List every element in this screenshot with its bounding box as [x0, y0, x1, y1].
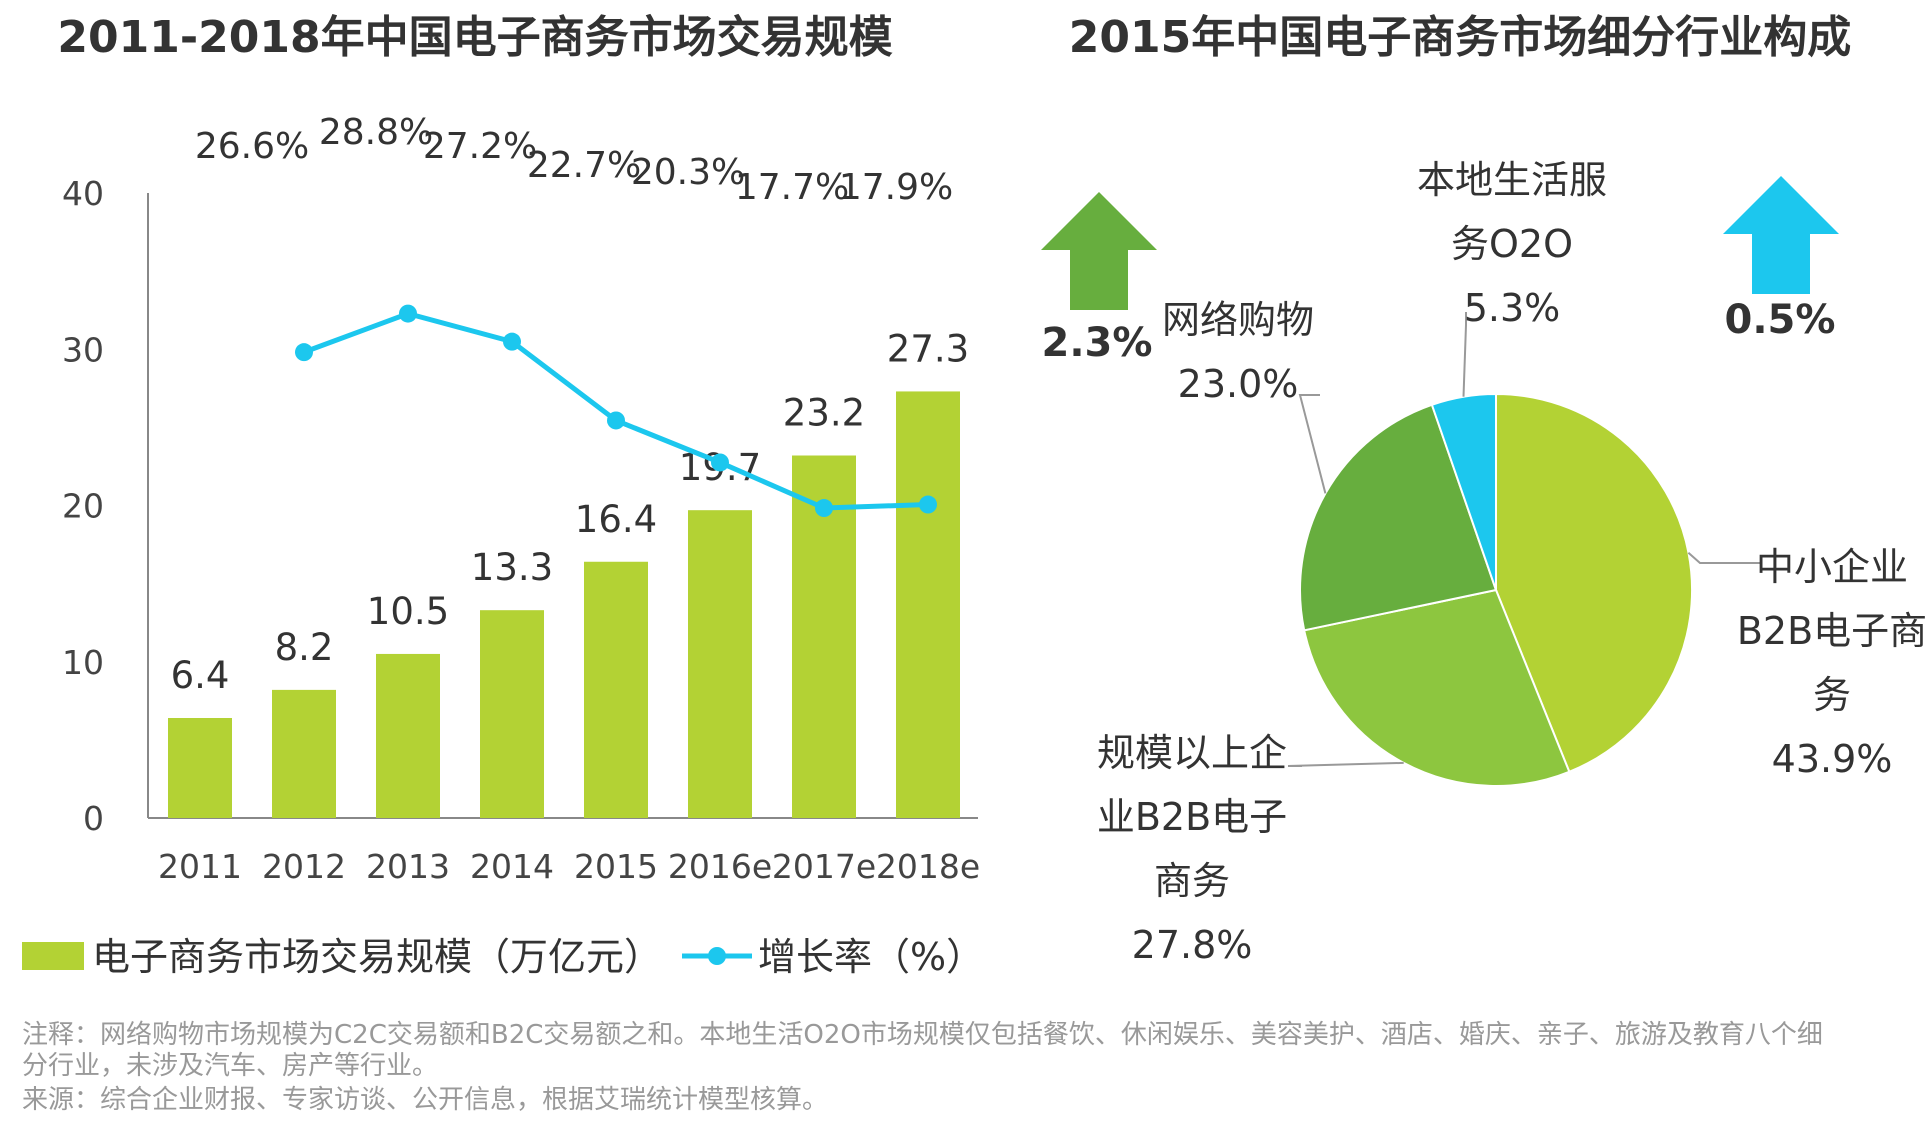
growth-rate-label: 20.3% — [631, 152, 745, 193]
growth-rate-label: 26.6% — [195, 126, 309, 167]
x-tick-label: 2015 — [574, 847, 658, 886]
bar — [584, 561, 648, 818]
pie-leader-line — [1298, 394, 1327, 494]
bar — [376, 653, 440, 818]
x-tick-label: 2016e — [668, 847, 772, 886]
bar-value-label: 10.5 — [367, 590, 449, 633]
growth-rate-label: 27.2% — [423, 126, 537, 167]
bar — [688, 510, 752, 818]
growth-point — [503, 332, 521, 351]
growth-point — [399, 304, 417, 323]
pie-slice-label: 规模以上企 — [1097, 731, 1287, 775]
pie-slice-label: 本地生活服 — [1417, 158, 1607, 202]
footnotes: 注释：网络购物市场规模为C2C交易额和B2C交易额之和。本地生活O2O市场规模仅… — [22, 1020, 1823, 1115]
pie-slice — [1299, 403, 1498, 632]
growth-rate-label: 17.7% — [735, 167, 849, 208]
bar-value-label: 6.4 — [171, 654, 230, 697]
up-arrow-icon — [1041, 192, 1157, 310]
x-tick-label: 2013 — [366, 847, 450, 886]
right-chart-title: 2015年中国电子商务市场细分行业构成 — [1069, 12, 1851, 63]
growth-point — [711, 453, 729, 472]
pie-slice-label: 5.3% — [1464, 286, 1561, 330]
bar-value-label: 23.2 — [783, 392, 865, 435]
growth-point — [815, 499, 833, 518]
pie-slice-label: 务O2O — [1451, 222, 1573, 266]
y-tick-label: 30 — [62, 330, 104, 369]
growth-rate-label: 17.9% — [839, 167, 953, 208]
bar-value-label: 13.3 — [471, 546, 553, 589]
pie-slice-label: 43.9% — [1772, 737, 1893, 781]
y-tick-label: 0 — [83, 799, 104, 838]
x-tick-label: 2018e — [876, 847, 980, 886]
pie-slice-label: 中小企业 — [1756, 545, 1908, 589]
pie-leader-line — [1287, 761, 1404, 767]
up-arrow-icon — [1723, 176, 1839, 294]
x-tick-label: 2012 — [262, 847, 346, 886]
pie-slice-label: 业B2B电子 — [1097, 795, 1287, 839]
bar-value-label: 8.2 — [275, 626, 334, 669]
note-line-2: 分行业，未涉及汽车、房产等行业。 — [22, 1051, 438, 1081]
source-note: 来源：综合企业财报、专家访谈、公开信息，根据艾瑞统计模型核算。 — [22, 1085, 828, 1115]
note-line-1: 注释：网络购物市场规模为C2C交易额和B2C交易额之和。本地生活O2O市场规模仅… — [22, 1020, 1823, 1050]
pie-slice-label: 商务 — [1154, 859, 1230, 903]
growth-point — [295, 343, 313, 362]
y-tick-label: 10 — [62, 643, 104, 682]
legend: 电子商务市场交易规模（万亿元） 增长率（%） — [22, 935, 984, 979]
x-tick-label: 2014 — [470, 847, 554, 886]
bar-value-label: 16.4 — [575, 498, 657, 541]
bar — [168, 718, 232, 818]
pie-slice-label: 网络购物 — [1162, 298, 1314, 342]
pie-slice-label: B2B电子商 — [1737, 609, 1927, 653]
pie-slice — [1303, 588, 1571, 787]
pie-slice-label: 务 — [1813, 673, 1851, 717]
growth-point — [607, 411, 625, 430]
pie-leader-line — [1462, 312, 1467, 397]
growth-rate-label: 22.7% — [527, 145, 641, 186]
legend-line-marker — [708, 947, 726, 965]
pie-slice-label: 23.0% — [1178, 362, 1299, 406]
legend-line-label: 增长率（%） — [758, 935, 984, 979]
pie-slice — [1495, 392, 1694, 774]
x-tick-label: 2011 — [158, 847, 242, 886]
x-tick-label: 2017e — [772, 847, 876, 886]
left-chart-title: 2011-2018年中国电子商务市场交易规模 — [57, 12, 892, 63]
legend-bar-label: 电子商务市场交易规模（万亿元） — [92, 935, 662, 979]
pie-slice-label: 27.8% — [1132, 923, 1253, 967]
legend-bar-swatch — [22, 942, 84, 970]
pie-leader-line — [1687, 551, 1762, 564]
y-tick-label: 20 — [62, 487, 104, 526]
y-tick-label: 40 — [62, 174, 104, 213]
growth-point — [919, 495, 937, 514]
bar — [272, 689, 336, 818]
pie-slice — [1430, 392, 1497, 591]
growth-annotation-label: 0.5% — [1725, 297, 1836, 343]
bar-value-label: 27.3 — [887, 327, 969, 370]
bar — [480, 610, 544, 818]
bar — [896, 391, 960, 818]
growth-rate-label: 28.8% — [319, 112, 433, 153]
growth-annotation-label: 2.3% — [1042, 320, 1153, 366]
